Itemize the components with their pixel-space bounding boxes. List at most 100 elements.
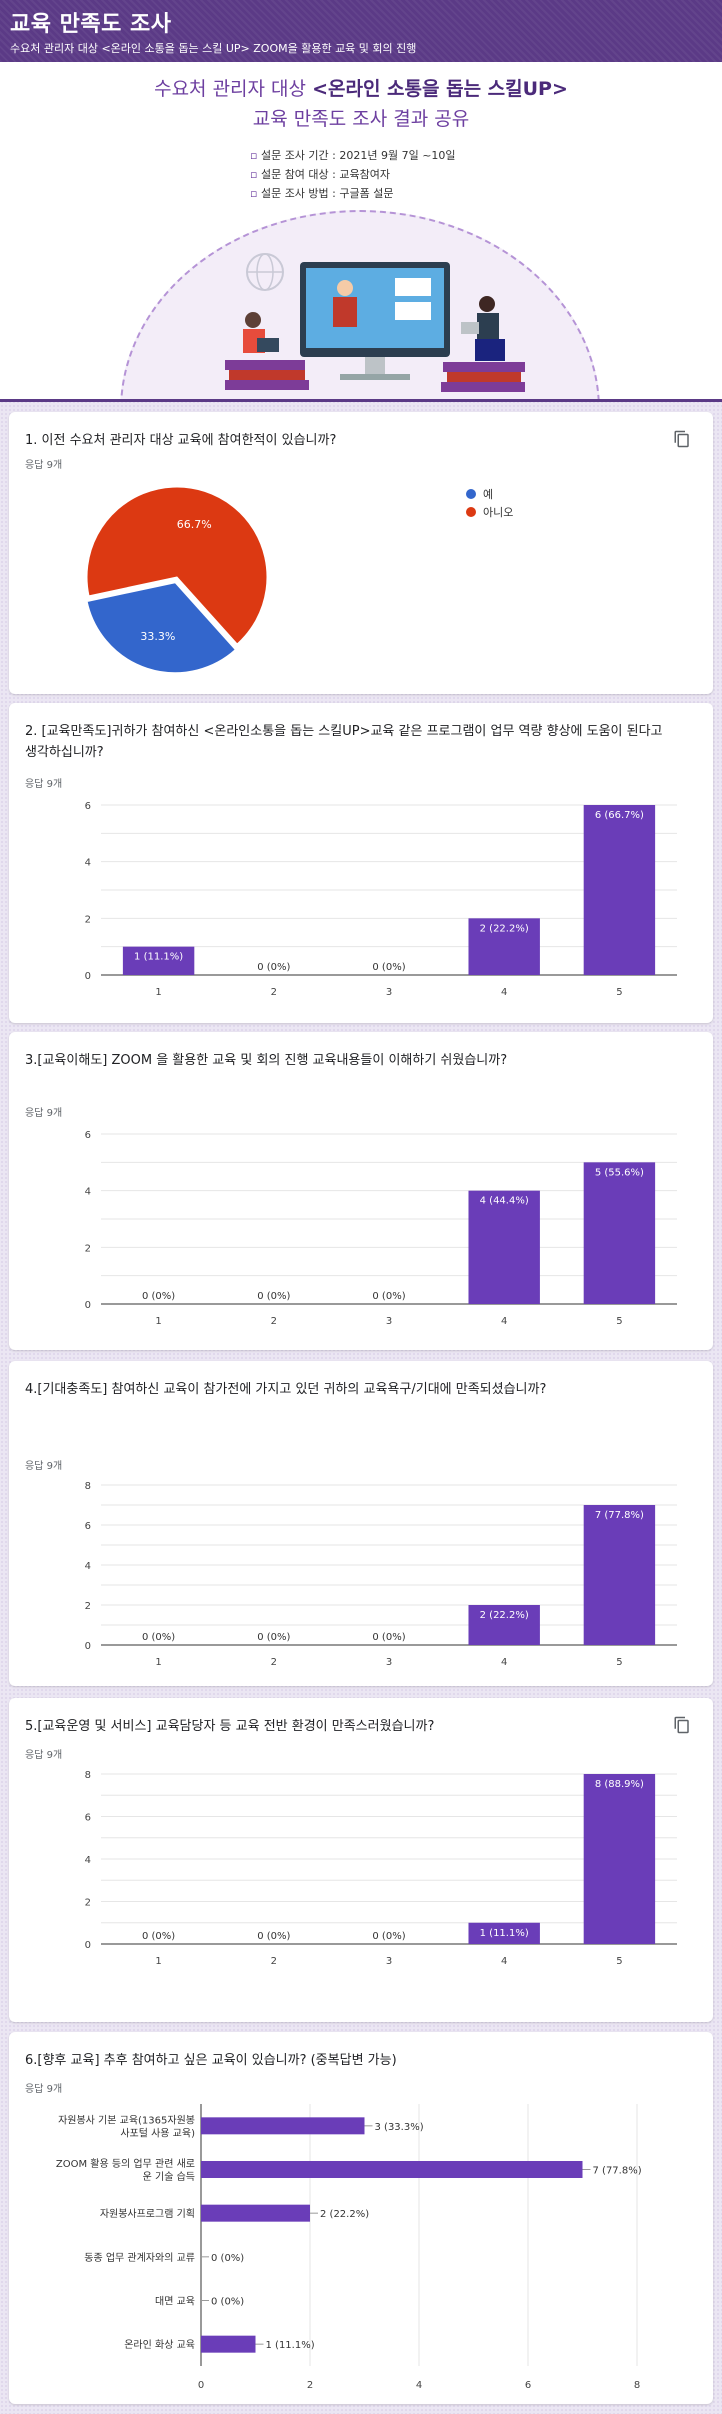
bar-chart: 0 2 4 6 8 0 (0%) 1 0 (0%) 2 0 (0%) 3 2 (22.2%) 4 7 (7…: [85, 1481, 677, 1668]
y-tick-label: 2: [85, 914, 91, 925]
x-tick-label: 1: [155, 1316, 161, 1327]
copy-chart-icon[interactable]: [673, 1716, 691, 1734]
bar-value-label: 1 (11.1%): [266, 2340, 315, 2351]
y-tick-label: 0: [85, 1300, 91, 1311]
question-title: 1. 이전 수요처 관리자 대상 교육에 참여한적이 있습니까?: [25, 433, 337, 448]
bar: [583, 1162, 656, 1304]
bar: [468, 1190, 540, 1304]
bar-value-label: 2 (22.2%): [480, 923, 529, 934]
x-tick-label: 2: [271, 1316, 277, 1327]
bar: [468, 1605, 540, 1645]
y-tick-label: 0: [85, 1940, 91, 1951]
response-count: 응답 9개: [25, 1108, 63, 1119]
x-tick-label: 2: [307, 2380, 313, 2391]
y-category-label: 자원봉사프로그램 기획: [100, 2208, 195, 2220]
bar-value-label: 6 (66.7%): [595, 810, 644, 821]
question-title: 4.[기대충족도] 참여하신 교육이 참가전에 가지고 있던 귀하의 교육욕구/…: [25, 1382, 547, 1397]
question-title: 2. [교육만족도]귀하가 참여하신 <온라인소통을 돕는 스킬UP>교육 같은…: [25, 724, 663, 760]
y-tick-label: 4: [85, 858, 91, 869]
pie-slice-2: [86, 486, 268, 645]
bar: [583, 1505, 656, 1645]
x-tick-label: 2: [271, 1956, 277, 1967]
y-category-label: 사포털 사용 교육): [120, 2127, 195, 2139]
y-tick-label: 4: [85, 1855, 91, 1866]
bar-value-label: 4 (44.4%): [480, 1196, 529, 1207]
x-tick-label: 2: [271, 987, 277, 998]
question-title: 3.[교육이해도] ZOOM 을 활용한 교육 및 회의 진행 교육내용들이 이…: [25, 1053, 508, 1068]
x-tick-label: 2: [271, 1657, 277, 1668]
y-tick-label: 8: [85, 1481, 91, 1492]
bar-value-label: 0 (0%): [372, 1931, 405, 1942]
bar-chart: 0 2 4 6 1 (11.1%) 1 0 (0%) 2 0 (0%) 3 2 (22.2%) 4 6 …: [85, 801, 677, 998]
legend-swatch: [466, 489, 476, 499]
bar: [468, 918, 540, 975]
bar: [201, 2117, 365, 2135]
bar-value-label: 0 (0%): [372, 1291, 405, 1302]
response-count: 응답 9개: [25, 1461, 63, 1472]
pie-slice-label: 33.3%: [140, 630, 175, 643]
hero-title-prefix: 수요처 관리자 대상: [154, 78, 313, 100]
x-tick-label: 0: [198, 2380, 204, 2391]
x-tick-label: 3: [386, 1657, 392, 1668]
bar-value-label: 0 (0%): [257, 962, 290, 973]
bar-value-label: 3 (33.3%): [375, 2122, 424, 2133]
copy-chart-icon[interactable]: [673, 430, 691, 448]
bar-value-label: 2 (22.2%): [480, 1610, 529, 1621]
question-card-5: 5.[교육운영 및 서비스] 교육담당자 등 교육 전반 환경이 만족스러웠습니…: [9, 1698, 713, 2022]
x-tick-label: 6: [525, 2380, 531, 2391]
x-tick-label: 5: [616, 1956, 622, 1967]
bar-value-label: 0 (0%): [257, 1632, 290, 1643]
form-subtitle: 수요처 관리자 대상 <온라인 소통을 돕는 스킬 UP> ZOOM을 활용한 …: [10, 42, 417, 55]
survey-info: 설문 조사 기간 : 2021년 9월 7일 ~10일 설문 참여 대상 : 교…: [250, 146, 456, 203]
bar-value-label: 0 (0%): [142, 1291, 175, 1302]
bar: [122, 946, 195, 975]
x-tick-label: 5: [616, 1316, 622, 1327]
form-title: 교육 만족도 조사: [10, 12, 172, 37]
legend-label: 아니오: [483, 506, 513, 519]
bar-value-label: 7 (77.8%): [595, 1510, 644, 1521]
hero-title-line2: 교육 만족도 조사 결과 공유: [252, 108, 470, 130]
y-tick-label: 4: [85, 1187, 91, 1198]
x-tick-label: 8: [634, 2380, 640, 2391]
x-tick-label: 3: [386, 987, 392, 998]
y-tick-label: 2: [85, 1243, 91, 1254]
bar-value-label: 0 (0%): [211, 2253, 244, 2264]
books-icon: [225, 360, 305, 370]
bar-value-label: 0 (0%): [257, 1291, 290, 1302]
online-meeting-illustration: [225, 253, 525, 392]
bar: [201, 2335, 256, 2353]
x-tick-label: 4: [501, 1316, 507, 1327]
x-tick-label: 4: [416, 2380, 422, 2391]
question-card-6: 6.[향후 교육] 추후 참여하고 싶은 교육이 있습니까? (중복답변 가능)…: [9, 2032, 713, 2404]
x-tick-label: 5: [616, 1657, 622, 1668]
response-count: 응답 9개: [25, 460, 63, 471]
hero-title: 수요처 관리자 대상 <온라인 소통을 돕는 스킬UP>: [0, 74, 722, 101]
x-tick-label: 3: [386, 1956, 392, 1967]
legend-label: 예: [483, 488, 493, 501]
x-tick-label: 3: [386, 1316, 392, 1327]
bar-value-label: 8 (88.9%): [595, 1779, 644, 1790]
form-header: 교육 만족도 조사 수요처 관리자 대상 <온라인 소통을 돕는 스킬 UP> …: [0, 0, 722, 62]
y-category-label: ZOOM 활용 등의 업무 관련 새로: [56, 2157, 195, 2170]
y-tick-label: 6: [85, 1521, 91, 1532]
bar-value-label: 5 (55.6%): [595, 1167, 644, 1178]
bar-value-label: 7 (77.8%): [593, 2166, 642, 2177]
bar: [201, 2161, 583, 2178]
bar: [583, 1774, 656, 1944]
x-tick-label: 1: [155, 1956, 161, 1967]
bar: [583, 805, 656, 975]
survey-target: 설문 참여 대상 : 교육참여자: [250, 165, 456, 184]
y-category-label: 온라인 화상 교육: [124, 2339, 195, 2351]
bar-value-label: 0 (0%): [372, 962, 405, 973]
y-category-label: 자원봉사 기본 교육(1365자원봉: [58, 2114, 195, 2126]
question-card-1: 1. 이전 수요처 관리자 대상 교육에 참여한적이 있습니까? 응답 9개 3…: [9, 412, 713, 694]
y-tick-label: 8: [85, 1770, 91, 1781]
y-tick-label: 6: [85, 1130, 91, 1141]
question-title: 5.[교육운영 및 서비스] 교육담당자 등 교육 전반 환경이 만족스러웠습니…: [25, 1719, 435, 1734]
pie-slice-label: 66.7%: [177, 518, 212, 531]
question-card-3: 3.[교육이해도] ZOOM 을 활용한 교육 및 회의 진행 교육내용들이 이…: [9, 1032, 713, 1350]
hero-title-bold: <온라인 소통을 돕는 스킬UP>: [312, 78, 568, 100]
survey-method: 설문 조사 방법 : 구글폼 설문: [250, 184, 456, 203]
bar-value-label: 0 (0%): [142, 1632, 175, 1643]
response-count: 응답 9개: [25, 1750, 63, 1761]
